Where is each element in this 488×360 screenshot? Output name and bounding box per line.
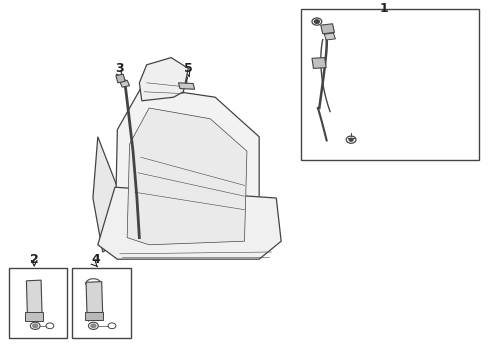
Polygon shape — [139, 58, 188, 101]
Text: 1: 1 — [379, 3, 387, 15]
Polygon shape — [120, 80, 129, 87]
Circle shape — [314, 20, 319, 23]
Polygon shape — [25, 312, 43, 321]
Bar — [300, 9, 478, 160]
Text: 4: 4 — [91, 253, 100, 266]
Polygon shape — [127, 108, 246, 245]
Polygon shape — [311, 58, 325, 68]
Polygon shape — [93, 137, 117, 252]
Polygon shape — [98, 187, 281, 259]
Polygon shape — [320, 24, 334, 34]
Polygon shape — [324, 33, 335, 40]
Polygon shape — [86, 282, 102, 315]
Circle shape — [91, 324, 96, 328]
Text: 5: 5 — [183, 62, 192, 75]
Bar — [9, 268, 67, 338]
Circle shape — [348, 138, 352, 141]
Polygon shape — [85, 312, 102, 320]
Text: 3: 3 — [115, 62, 124, 75]
Polygon shape — [26, 280, 42, 315]
Bar — [72, 268, 131, 338]
Text: 2: 2 — [30, 253, 39, 266]
Polygon shape — [116, 74, 125, 83]
Polygon shape — [115, 86, 259, 252]
Polygon shape — [178, 83, 194, 89]
Circle shape — [33, 324, 38, 328]
